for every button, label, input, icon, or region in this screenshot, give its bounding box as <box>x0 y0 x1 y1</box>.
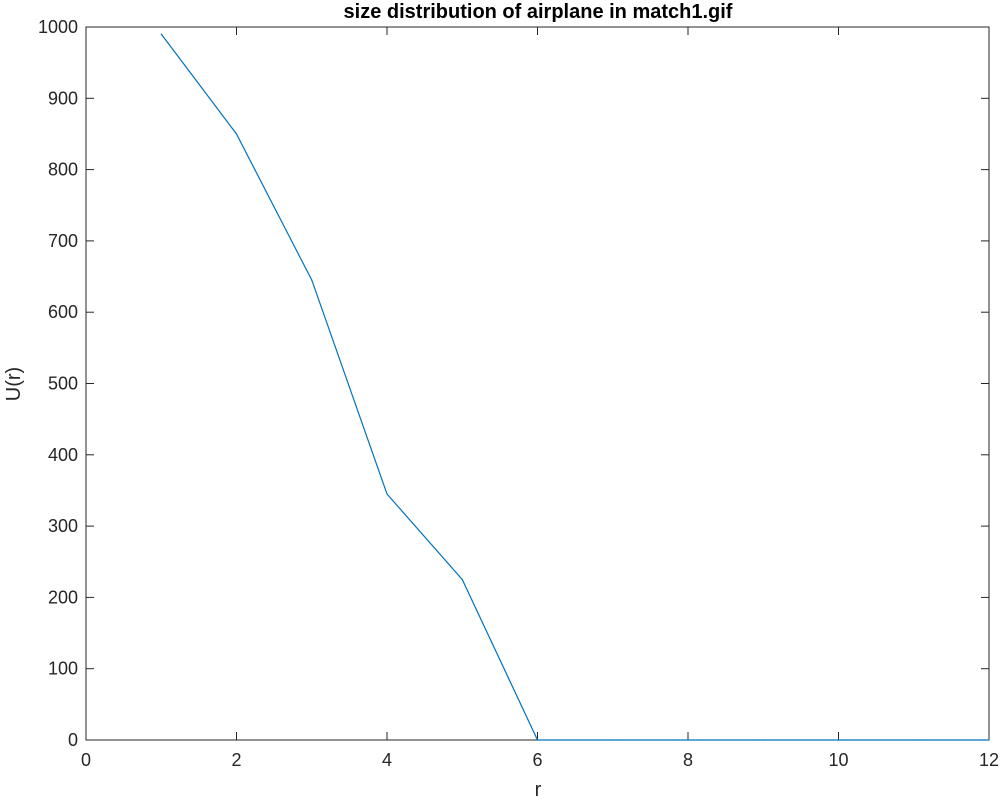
chart-title: size distribution of airplane in match1.… <box>344 1 733 23</box>
y-tick-label: 1000 <box>38 17 78 37</box>
data-point <box>311 279 313 281</box>
y-tick-label: 900 <box>48 88 78 108</box>
data-point <box>687 739 689 741</box>
y-tick-label: 500 <box>48 374 78 394</box>
x-tick-label: 12 <box>979 750 999 770</box>
data-point <box>461 578 463 581</box>
y-tick-label: 0 <box>68 730 78 750</box>
plot-area <box>85 26 990 741</box>
y-tick-label: 100 <box>48 659 78 679</box>
series-layer <box>160 33 990 741</box>
y-axis-label: U(r) <box>3 367 25 401</box>
data-point <box>612 739 614 741</box>
data-point <box>160 33 162 35</box>
y-tick-label: 300 <box>48 516 78 536</box>
data-point <box>536 739 539 741</box>
x-tick-label: 8 <box>683 750 693 770</box>
x-tick-label: 6 <box>532 750 542 770</box>
data-point <box>913 739 915 741</box>
data-point <box>988 739 990 741</box>
data-point <box>386 493 388 495</box>
y-tick-label: 600 <box>48 302 78 322</box>
x-axis: 0 2 4 6 8 10 12 <box>81 27 999 770</box>
data-point <box>235 133 238 135</box>
y-tick-label: 700 <box>48 231 78 251</box>
y-axis: 0 100 200 300 400 500 600 700 800 900 1000 <box>38 17 989 750</box>
x-tick-label: 0 <box>81 750 91 770</box>
y-tick-label: 800 <box>48 160 78 180</box>
series-line-0 <box>160 33 989 741</box>
x-tick-label: 2 <box>231 750 241 770</box>
x-tick-label: 10 <box>828 750 848 770</box>
data-point <box>762 739 764 741</box>
x-axis-label: r <box>535 779 542 799</box>
x-tick-label: 4 <box>382 750 392 770</box>
y-tick-label: 400 <box>48 445 78 465</box>
data-point <box>837 739 840 741</box>
y-tick-label: 200 <box>48 587 78 607</box>
